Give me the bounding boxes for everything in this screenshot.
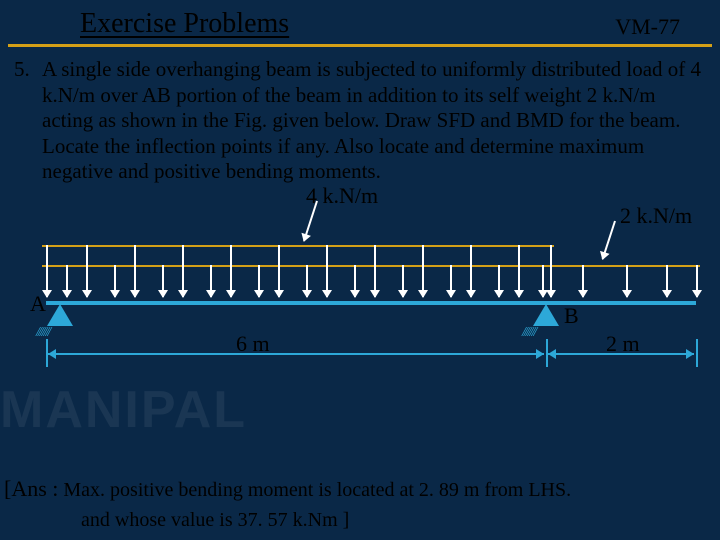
page-code: VM-77 bbox=[615, 14, 680, 40]
dim-line-overhang bbox=[548, 353, 694, 355]
load-arrow-icon bbox=[696, 265, 698, 297]
load-arrow-icon bbox=[230, 245, 232, 297]
load-arrow-icon bbox=[182, 245, 184, 297]
load-arrow-icon bbox=[210, 265, 212, 297]
load-arrow-icon bbox=[582, 265, 584, 297]
load-arrow-icon bbox=[498, 265, 500, 297]
load-arrow-icon bbox=[162, 265, 164, 297]
point-b-label: B bbox=[564, 303, 579, 329]
udl-self-pointer bbox=[602, 221, 616, 260]
load-arrow-icon bbox=[258, 265, 260, 297]
accent-rule bbox=[8, 44, 712, 47]
answer-line2: and whose value is 37. 57 k.Nm ] bbox=[81, 509, 349, 531]
problem-block: 5. A single side overhanging beam is sub… bbox=[0, 57, 720, 185]
udl-self-label: 2 k.N/m bbox=[620, 203, 692, 229]
dim-tick bbox=[696, 339, 698, 367]
load-arrow-icon bbox=[542, 265, 544, 297]
problem-number: 5. bbox=[14, 57, 42, 185]
udl-main-label: 4 k.N/m bbox=[306, 183, 378, 209]
load-arrow-icon bbox=[374, 245, 376, 297]
load-arrow-icon bbox=[666, 265, 668, 297]
load-bar-top bbox=[42, 245, 554, 247]
problem-text: A single side overhanging beam is subjec… bbox=[42, 57, 706, 185]
load-arrow-icon bbox=[354, 265, 356, 297]
beam-diagram: 4 k.N/m 2 k.N/m A B 6 m 2 m ////////////… bbox=[16, 191, 704, 391]
load-arrow-icon bbox=[402, 265, 404, 297]
load-arrow-icon bbox=[306, 265, 308, 297]
load-arrow-icon bbox=[278, 245, 280, 297]
load-bar-bottom bbox=[42, 265, 700, 267]
slide-title: Exercise Problems bbox=[80, 8, 289, 40]
answer-block: [Ans : Max. positive bending moment is l… bbox=[4, 472, 710, 535]
support-b-hatch: /////// bbox=[522, 325, 535, 341]
load-arrow-icon bbox=[66, 265, 68, 297]
load-arrow-icon bbox=[46, 245, 48, 297]
load-arrow-icon bbox=[470, 245, 472, 297]
load-arrow-icon bbox=[422, 245, 424, 297]
answer-line1: Max. positive bending moment is located … bbox=[63, 479, 571, 501]
load-arrow-icon bbox=[114, 265, 116, 297]
beam-line bbox=[46, 301, 696, 305]
load-arrow-icon bbox=[450, 265, 452, 297]
load-arrow-icon bbox=[550, 245, 552, 297]
load-arrow-icon bbox=[134, 245, 136, 297]
load-arrow-icon bbox=[326, 245, 328, 297]
support-b bbox=[533, 304, 559, 326]
load-arrow-icon bbox=[86, 245, 88, 297]
answer-prefix: [Ans : bbox=[4, 476, 58, 501]
slide-header: Exercise Problems VM-77 bbox=[0, 0, 720, 44]
dim-line-ab bbox=[48, 353, 544, 355]
load-arrow-icon bbox=[626, 265, 628, 297]
support-a bbox=[47, 304, 73, 326]
load-arrow-icon bbox=[518, 245, 520, 297]
